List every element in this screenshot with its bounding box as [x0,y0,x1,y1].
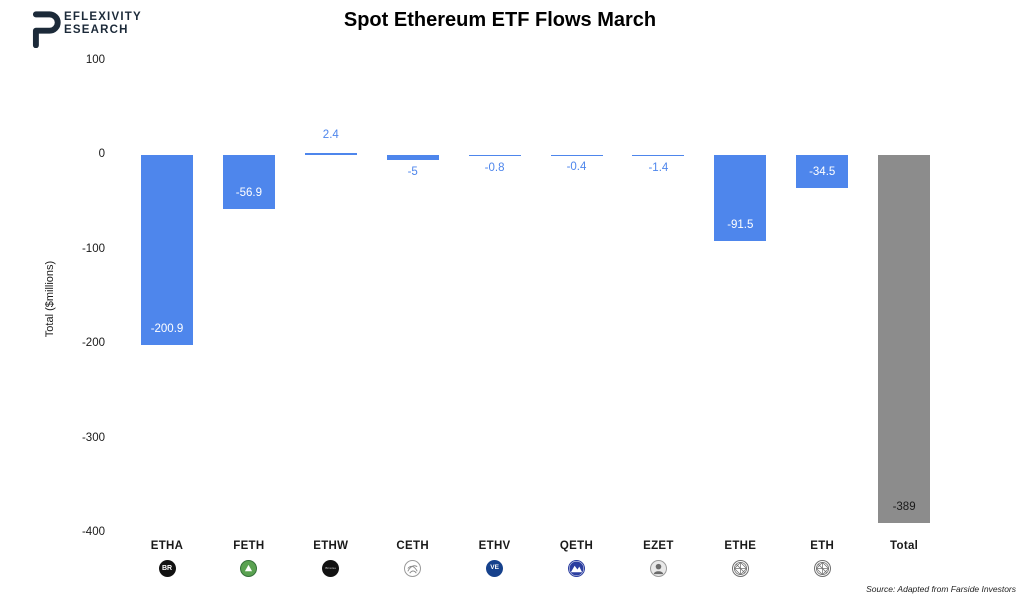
logo-line2: ESEARCH [64,24,129,36]
x-label-FETH: FETH [209,540,289,552]
value-label-FETH: -56.9 [217,187,281,199]
bar-ETHV [468,155,521,156]
bar-FETH [222,155,275,209]
x-label-ETHW: ETHW [291,540,371,552]
value-label-CETH-text: -5 [407,165,418,178]
logo-line1: EFLEXIVITY [64,11,142,23]
value-label-EZET-text: -1.4 [648,162,669,175]
x-label-QETH: QETH [537,540,617,552]
y-tick--200: -200 [43,337,105,349]
y-tick--300: -300 [43,432,105,444]
y-tick--100-text: -100 [81,242,105,255]
y-tick-100-text: 100 [85,53,105,66]
source-note: Source: Adapted from Farside Investors [866,584,1016,594]
x-label-CETH-text: CETH [396,540,429,552]
value-label-EZET: -1.4 [626,162,690,174]
x-label-ETHE-text: ETHE [724,540,757,552]
x-label-ETHA: ETHA [127,540,207,552]
value-label-ETHE: -91.5 [708,219,772,231]
bitwise-icon: Bitwise [322,560,340,577]
x-label-Total: Total [864,540,944,552]
bar-Total [878,155,931,523]
21shares-icon [404,560,422,577]
y-tick--400: -400 [43,526,105,538]
y-tick--100: -100 [43,243,105,255]
y-tick--400-text: -400 [81,526,105,538]
vaneck-icon: VE [486,560,504,577]
value-label-ETHA-text: -200.9 [150,322,184,335]
chart-title: Spot Ethereum ETF Flows March [343,9,657,31]
bar-ETH [796,155,849,188]
bar-ETHE [714,155,767,242]
x-label-ETHV: ETHV [455,540,535,552]
vaneck-icon-label: VE [490,564,499,572]
value-label-ETHA: -200.9 [135,323,199,335]
blackrock-icon-label: BR [161,565,173,572]
logo-r-icon [32,11,61,48]
reflexivity-logo: EFLEXIVITY ESEARCH [28,8,142,48]
bar-ETHW [304,152,357,155]
grayscale-icon [731,560,749,577]
bar-CETH [386,155,439,160]
x-label-ETHV-text: ETHV [478,540,511,552]
x-label-CETH: CETH [373,540,453,552]
value-label-Total: -389 [872,501,936,513]
logo-text: EFLEXIVITY ESEARCH [64,8,142,37]
value-label-ETHW: 2.4 [299,129,363,141]
bar-ETHA [141,155,193,345]
bar-EZET [632,155,685,157]
x-label-ETHW-text: ETHW [313,540,349,552]
value-label-ETHV-text: -0.8 [484,161,505,174]
x-label-QETH-text: QETH [559,540,594,552]
value-label-ETHV: -0.8 [463,162,527,174]
y-tick-100: 100 [43,54,105,66]
value-label-QETH: -0.4 [545,161,609,173]
y-tick-0: 0 [43,148,105,160]
x-label-EZET: EZET [618,540,698,552]
grayscale-icon [813,560,831,577]
y-tick--300-text: -300 [81,431,105,444]
bitwise-icon-label: Bitwise [325,566,337,570]
x-label-ETHE: ETHE [700,540,780,552]
value-label-ETH-text: -34.5 [809,165,836,178]
value-label-ETHW-text: 2.4 [322,128,339,141]
value-label-CETH: -5 [381,166,445,178]
x-label-ETH-text: ETH [810,540,835,552]
value-label-QETH-text: -0.4 [566,161,587,174]
y-tick-0-text: 0 [98,148,105,160]
x-label-EZET-text: EZET [643,540,674,552]
x-label-ETH: ETH [782,540,862,552]
value-label-ETHE-text: -91.5 [727,219,754,232]
franklin-icon [649,560,667,577]
value-label-FETH-text: -56.9 [235,186,262,199]
blackrock-icon: BR [158,560,176,577]
value-label-ETH: -34.5 [790,166,854,178]
invesco-icon [568,560,585,577]
x-label-FETH-text: FETH [233,540,265,552]
fidelity-icon [240,560,258,577]
x-label-Total-text: Total [890,540,919,552]
x-label-ETHA-text: ETHA [150,540,184,552]
y-tick--200-text: -200 [81,337,105,349]
value-label-Total-text: -389 [892,500,916,513]
